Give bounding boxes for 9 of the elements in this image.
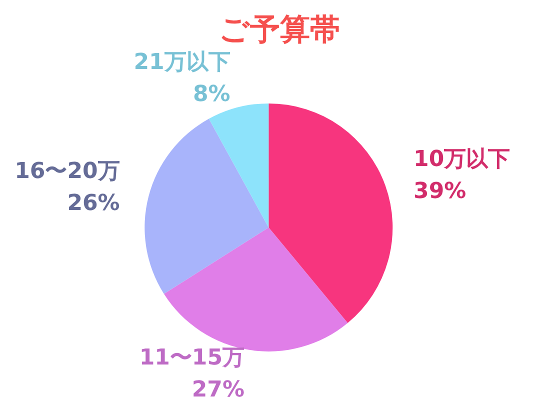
data-label: 26%: [67, 191, 120, 216]
data-label: 8%: [192, 82, 230, 107]
data-label: 39%: [414, 178, 466, 204]
slice-label: 21万以下: [134, 50, 230, 75]
slice-label: 16〜20万: [14, 159, 120, 184]
data-label: 27%: [192, 378, 245, 402]
slice-label: 10万以下: [414, 146, 510, 172]
chart-title: ご予算帯: [219, 12, 340, 48]
slice-label: 11〜15万: [139, 346, 245, 370]
